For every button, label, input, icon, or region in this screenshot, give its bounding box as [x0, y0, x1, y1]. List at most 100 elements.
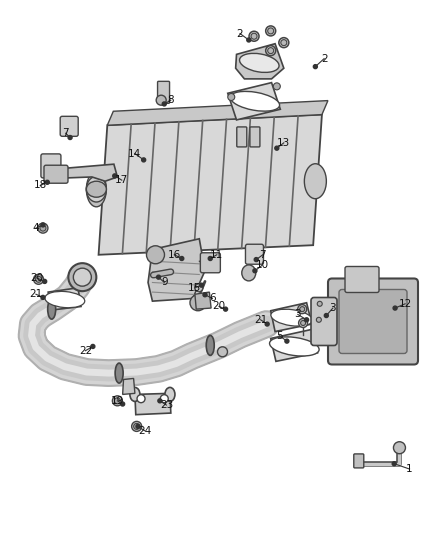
Text: 10: 10	[255, 261, 268, 270]
FancyBboxPatch shape	[158, 82, 170, 103]
Polygon shape	[99, 115, 322, 255]
Text: 3: 3	[294, 310, 301, 319]
Text: 15: 15	[188, 283, 201, 293]
Circle shape	[299, 319, 307, 327]
Circle shape	[114, 398, 120, 404]
Text: 24: 24	[138, 426, 151, 435]
Circle shape	[268, 28, 274, 34]
Circle shape	[279, 38, 289, 47]
Ellipse shape	[230, 91, 279, 111]
Circle shape	[156, 275, 161, 279]
Circle shape	[113, 396, 122, 406]
Circle shape	[266, 46, 276, 55]
Circle shape	[160, 394, 168, 403]
Circle shape	[91, 344, 95, 349]
Text: 23: 23	[160, 400, 173, 410]
Circle shape	[136, 424, 140, 429]
Circle shape	[156, 95, 166, 105]
Ellipse shape	[115, 363, 123, 383]
Circle shape	[316, 317, 321, 322]
Ellipse shape	[86, 181, 106, 197]
Circle shape	[265, 322, 269, 326]
Circle shape	[300, 320, 306, 326]
Circle shape	[158, 399, 162, 403]
Circle shape	[180, 256, 184, 261]
Circle shape	[218, 347, 227, 357]
Text: 14: 14	[128, 149, 141, 158]
Text: 20: 20	[31, 273, 44, 283]
Polygon shape	[48, 288, 81, 310]
FancyBboxPatch shape	[245, 244, 264, 264]
Text: 22: 22	[79, 346, 92, 356]
Circle shape	[393, 442, 406, 454]
Circle shape	[42, 279, 47, 284]
Polygon shape	[135, 393, 171, 415]
Circle shape	[281, 39, 287, 46]
Text: 2: 2	[321, 54, 328, 63]
Circle shape	[228, 93, 235, 101]
Ellipse shape	[206, 335, 214, 356]
Circle shape	[392, 462, 396, 466]
Circle shape	[141, 158, 146, 162]
Text: 19: 19	[111, 396, 124, 406]
Circle shape	[304, 318, 309, 322]
Circle shape	[315, 300, 324, 308]
Ellipse shape	[68, 263, 96, 291]
FancyBboxPatch shape	[354, 454, 364, 468]
Circle shape	[249, 31, 259, 41]
Ellipse shape	[130, 387, 140, 401]
Ellipse shape	[86, 176, 106, 202]
FancyBboxPatch shape	[311, 297, 337, 345]
Circle shape	[275, 146, 279, 150]
Circle shape	[251, 33, 257, 39]
Circle shape	[254, 257, 258, 262]
Text: 6: 6	[209, 294, 216, 303]
Polygon shape	[271, 329, 318, 361]
FancyBboxPatch shape	[200, 253, 220, 273]
Circle shape	[40, 225, 46, 231]
Circle shape	[34, 274, 43, 284]
Ellipse shape	[240, 53, 279, 72]
Text: 1: 1	[406, 464, 413, 474]
Circle shape	[266, 26, 276, 36]
Text: 21: 21	[29, 289, 42, 299]
Circle shape	[195, 284, 203, 292]
FancyBboxPatch shape	[237, 127, 247, 147]
FancyBboxPatch shape	[250, 127, 260, 147]
Circle shape	[45, 180, 49, 184]
Text: 8: 8	[167, 95, 174, 105]
Circle shape	[162, 102, 166, 106]
Circle shape	[120, 402, 125, 406]
Circle shape	[298, 305, 307, 313]
Circle shape	[41, 295, 45, 300]
Text: 21: 21	[254, 315, 267, 325]
Text: 2: 2	[237, 29, 244, 38]
Ellipse shape	[242, 265, 256, 281]
Ellipse shape	[304, 164, 326, 199]
Ellipse shape	[269, 337, 319, 356]
Circle shape	[314, 316, 323, 324]
Text: 7: 7	[62, 128, 69, 138]
Circle shape	[268, 47, 274, 54]
Polygon shape	[107, 101, 328, 125]
Text: 18: 18	[34, 181, 47, 190]
FancyBboxPatch shape	[44, 165, 68, 183]
Polygon shape	[148, 239, 205, 301]
FancyBboxPatch shape	[328, 278, 418, 365]
Polygon shape	[228, 83, 280, 120]
FancyBboxPatch shape	[41, 154, 61, 178]
Circle shape	[317, 301, 322, 306]
Polygon shape	[236, 44, 284, 79]
Polygon shape	[195, 292, 211, 309]
Polygon shape	[271, 303, 312, 332]
Text: 20: 20	[212, 302, 226, 311]
Text: 13: 13	[277, 138, 290, 148]
Circle shape	[203, 293, 207, 297]
Ellipse shape	[48, 299, 56, 319]
Circle shape	[285, 339, 289, 343]
Circle shape	[199, 283, 204, 287]
Circle shape	[137, 394, 145, 403]
Text: 12: 12	[399, 299, 412, 309]
Circle shape	[223, 307, 228, 311]
FancyBboxPatch shape	[60, 116, 78, 136]
